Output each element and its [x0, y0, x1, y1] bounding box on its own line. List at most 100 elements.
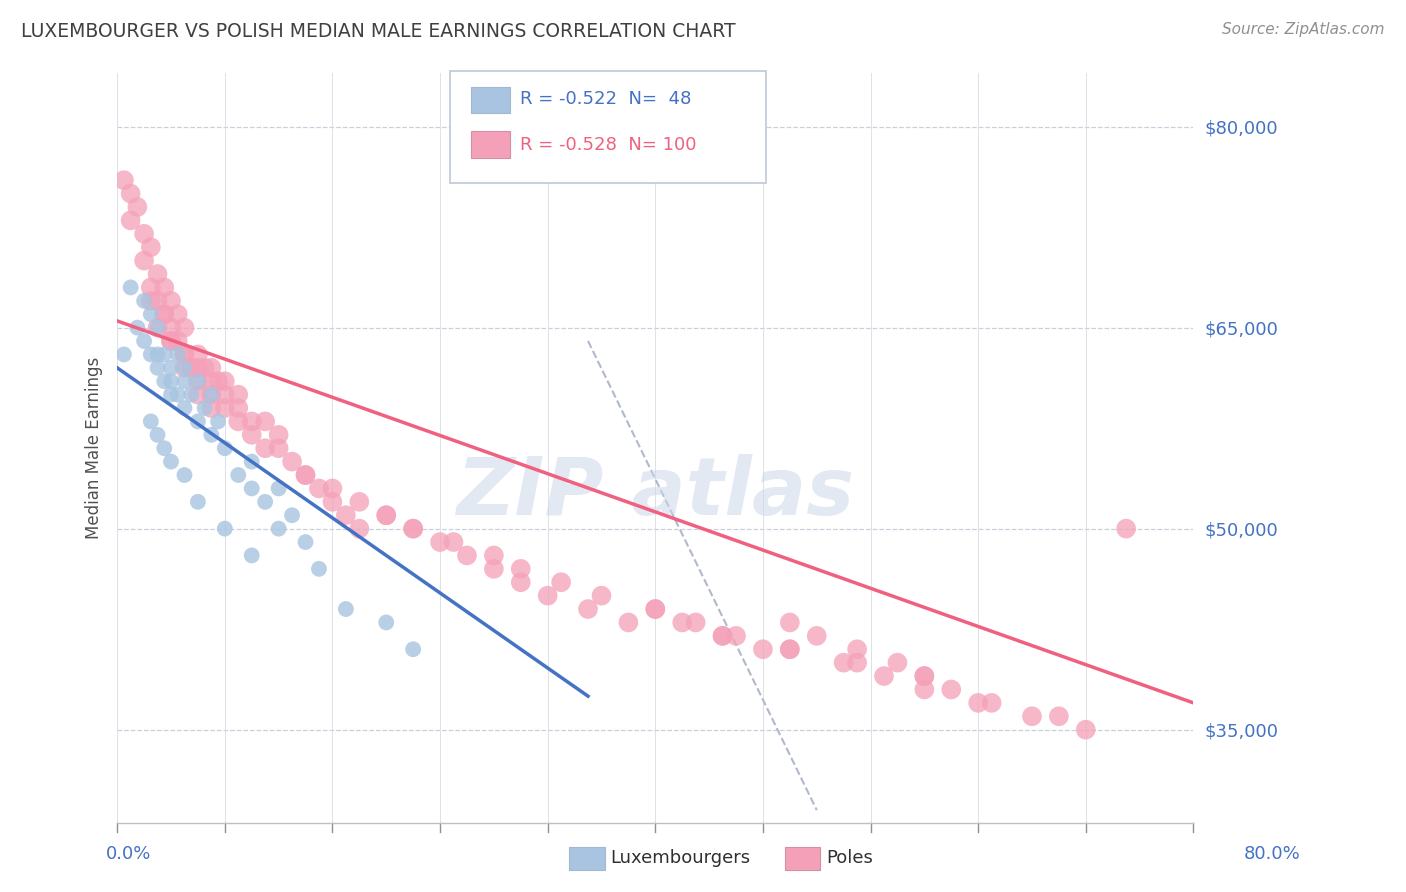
- Point: [226, 387, 249, 401]
- Point: [132, 293, 155, 308]
- Point: [685, 615, 707, 630]
- Point: [226, 468, 249, 483]
- Point: [671, 615, 693, 630]
- Point: [139, 240, 162, 254]
- Point: [375, 508, 398, 523]
- Point: [127, 320, 149, 334]
- Point: [308, 482, 330, 496]
- Point: [139, 293, 162, 308]
- Point: [153, 374, 176, 388]
- Point: [254, 495, 277, 509]
- Text: Luxembourgers: Luxembourgers: [610, 849, 751, 867]
- Point: [187, 414, 209, 428]
- Text: 0.0%: 0.0%: [105, 846, 150, 863]
- Text: R = -0.528  N= 100: R = -0.528 N= 100: [520, 136, 697, 153]
- Point: [200, 401, 222, 415]
- Point: [160, 374, 183, 388]
- Point: [846, 656, 869, 670]
- Point: [267, 482, 290, 496]
- Point: [281, 455, 304, 469]
- Point: [267, 522, 290, 536]
- Point: [173, 320, 195, 334]
- Point: [120, 186, 142, 201]
- Point: [240, 549, 263, 563]
- Point: [132, 253, 155, 268]
- Point: [240, 482, 263, 496]
- Point: [644, 602, 666, 616]
- Point: [537, 589, 560, 603]
- Point: [226, 414, 249, 428]
- Point: [112, 173, 135, 187]
- Point: [456, 549, 478, 563]
- Point: [294, 468, 316, 483]
- Point: [254, 441, 277, 455]
- Point: [375, 615, 398, 630]
- Point: [146, 347, 169, 361]
- Point: [509, 575, 531, 590]
- Point: [187, 360, 209, 375]
- Point: [1074, 723, 1097, 737]
- Point: [153, 307, 176, 321]
- Point: [240, 427, 263, 442]
- Point: [200, 387, 222, 401]
- Point: [267, 427, 290, 442]
- Point: [153, 441, 176, 455]
- Point: [160, 320, 183, 334]
- Point: [267, 441, 290, 455]
- Point: [806, 629, 828, 643]
- Point: [214, 401, 236, 415]
- Point: [187, 374, 209, 388]
- Point: [482, 562, 505, 576]
- Point: [779, 642, 801, 657]
- Point: [194, 401, 217, 415]
- Point: [166, 347, 188, 361]
- Point: [214, 387, 236, 401]
- Point: [240, 414, 263, 428]
- Point: [941, 682, 963, 697]
- Point: [166, 307, 188, 321]
- Point: [173, 360, 195, 375]
- Point: [173, 347, 195, 361]
- Point: [912, 682, 935, 697]
- Text: Source: ZipAtlas.com: Source: ZipAtlas.com: [1222, 22, 1385, 37]
- Point: [254, 414, 277, 428]
- Point: [166, 387, 188, 401]
- Point: [194, 360, 217, 375]
- Point: [146, 320, 169, 334]
- Text: R = -0.522  N=  48: R = -0.522 N= 48: [520, 90, 692, 108]
- Text: Poles: Poles: [827, 849, 873, 867]
- Point: [711, 629, 734, 643]
- Point: [160, 293, 183, 308]
- Point: [912, 669, 935, 683]
- Point: [429, 535, 451, 549]
- Point: [335, 508, 357, 523]
- Point: [112, 347, 135, 361]
- Text: 80.0%: 80.0%: [1244, 846, 1301, 863]
- Point: [912, 669, 935, 683]
- Point: [1021, 709, 1043, 723]
- Point: [873, 669, 896, 683]
- Point: [207, 414, 229, 428]
- Point: [139, 414, 162, 428]
- Point: [166, 334, 188, 348]
- Point: [724, 629, 747, 643]
- Point: [779, 642, 801, 657]
- Point: [349, 522, 371, 536]
- Point: [200, 387, 222, 401]
- Point: [132, 334, 155, 348]
- Point: [509, 562, 531, 576]
- Text: LUXEMBOURGER VS POLISH MEDIAN MALE EARNINGS CORRELATION CHART: LUXEMBOURGER VS POLISH MEDIAN MALE EARNI…: [21, 22, 735, 41]
- Point: [644, 602, 666, 616]
- Point: [180, 360, 202, 375]
- Point: [886, 656, 908, 670]
- Point: [335, 602, 357, 616]
- Point: [375, 508, 398, 523]
- Text: ZIP atlas: ZIP atlas: [456, 454, 855, 533]
- Point: [779, 615, 801, 630]
- Point: [160, 334, 183, 348]
- Point: [153, 347, 176, 361]
- Point: [160, 387, 183, 401]
- Point: [349, 495, 371, 509]
- Point: [482, 549, 505, 563]
- Point: [576, 602, 599, 616]
